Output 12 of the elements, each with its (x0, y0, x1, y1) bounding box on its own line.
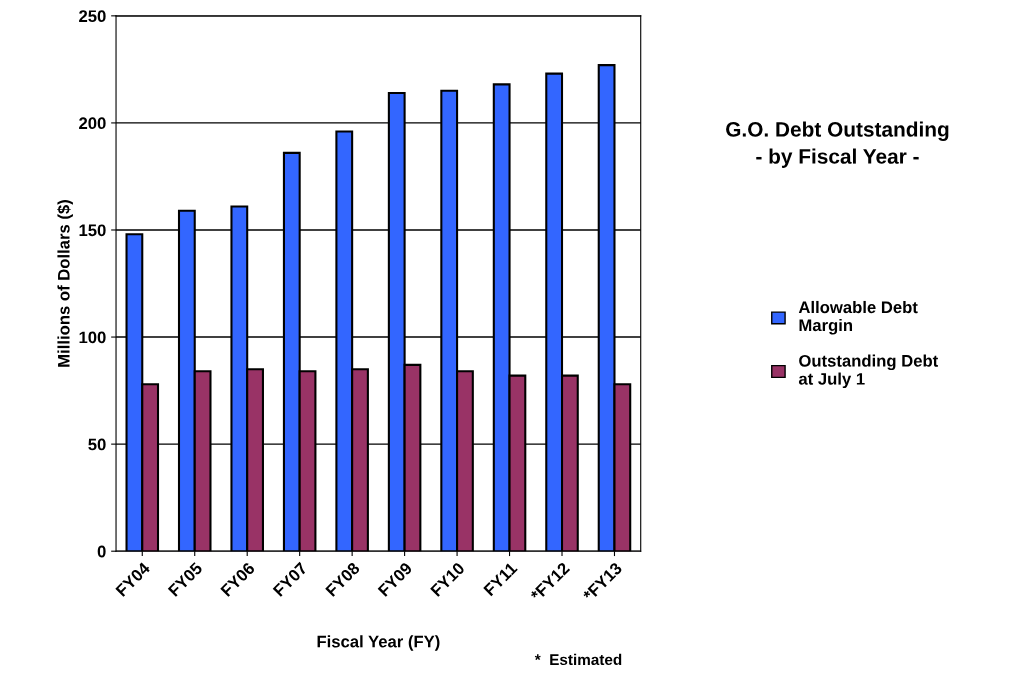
y-tick-label: 200 (79, 117, 106, 130)
y-tick-label: 100 (79, 331, 106, 344)
text: * Estimated (534, 653, 622, 666)
x-axis-title: Fiscal Year (FY) (317, 635, 440, 651)
text: G.O. Debt Outstanding - by Fiscal Year - (726, 121, 949, 168)
legend-label: Outstanding Debt at July 1 (798, 354, 939, 389)
y-tick-label: 0 (97, 545, 106, 558)
y-tick-label: 50 (88, 438, 106, 451)
y-tick-label: 250 (79, 10, 106, 23)
legend-label: Allowable Debt Margin (798, 300, 918, 335)
y-tick-label: 150 (79, 224, 106, 237)
y-axis-title: Millions of Dollars ($) (57, 200, 73, 367)
